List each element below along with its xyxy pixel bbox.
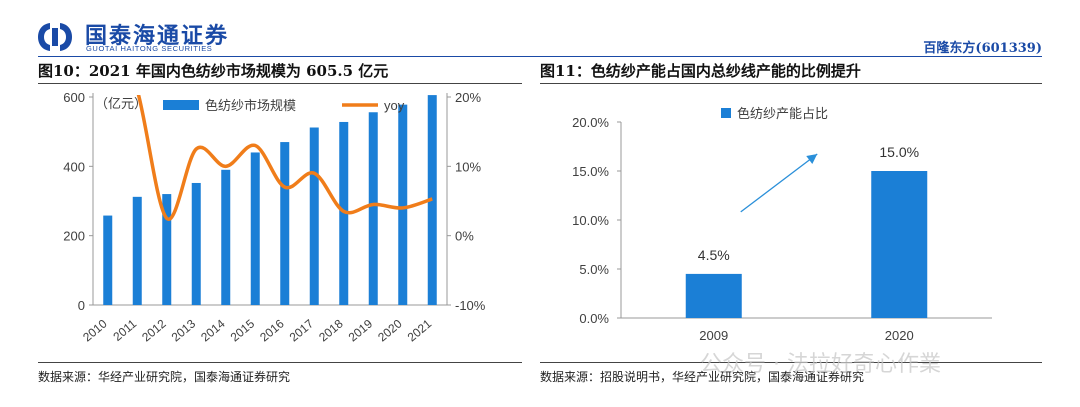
watermark: 公众号 · 法拉好奇心作業 [700,352,941,377]
legend-bar-label: 色纺纱市场规模 [205,98,296,113]
legend-bar-swatch [163,100,199,110]
bar-2009 [685,273,742,318]
x-tick-label: 2012 [139,316,169,344]
fig11-source: 数据来源：招股说明书，华经产业研究院，国泰海通证券研究 [540,370,865,384]
x-tick-label: 2020 [375,316,405,344]
y-tick-label: 15.0% [572,164,609,179]
fig10-source-rule [38,362,522,363]
left-tick-label: 200 [63,229,85,244]
right-tick-label: -10% [455,298,486,313]
report-header: 国泰海通证券 GUOTAI HAITONG SECURITIES 百隆东方(60… [0,0,1080,60]
fig11-title: 图11：色纺纱产能占国内总纱线产能的比例提升 [540,62,861,80]
data-label: 4.5% [698,247,730,263]
brand-name-cn: 国泰海通证券 [85,24,230,49]
x-tick-label: 2017 [287,316,317,344]
y-tick-label: 10.0% [572,213,609,228]
bar-2020 [398,104,408,305]
trend-arrow-head [806,154,818,165]
fig10-title-rule [38,83,522,84]
bar-2016 [280,142,290,305]
brand-name-en: GUOTAI HAITONG SECURITIES [86,44,213,53]
x-tick-label: 2009 [699,328,728,343]
trend-arrow-line [740,153,818,213]
fig10-source: 数据来源：华经产业研究院，国泰海通证券研究 [38,370,291,384]
bar-2012 [162,194,172,305]
x-tick-label: 2014 [198,316,228,344]
y-tick-label: 20.0% [572,115,609,130]
bar-2019 [368,112,378,306]
left-tick-label: 0 [78,298,85,313]
yoy-line [136,95,433,221]
right-tick-label: 20% [455,90,481,105]
x-tick-label: 2011 [110,316,139,344]
capacity-share-chart: 0.0% 5.0% 10.0% 15.0% 20.0% 4.5% 2009 15.0% 2020… [572,106,992,343]
bar-2014 [221,169,231,305]
x-tick-label: 2016 [257,316,287,344]
x-tick-label: 2013 [169,316,199,344]
fig11-title-rule [540,83,1042,84]
bar-2015 [250,152,260,305]
bar-2020 [871,171,928,318]
fig11-source-rule [540,362,1042,363]
right-tick-label: 10% [455,159,481,174]
bar-2013 [191,182,201,305]
bar-2010 [103,215,113,305]
company-ticker: 百隆东方(601339) [923,41,1042,56]
x-tick-label: 2018 [316,316,346,344]
x-tick-label: 2010 [80,316,110,344]
bar-2011 [132,196,142,305]
x-tick-label: 2021 [405,316,435,344]
left-tick-label: 600 [63,90,85,105]
guotai-haitong-logo [38,23,72,51]
legend-swatch [721,108,731,118]
data-label: 15.0% [879,144,919,160]
fig10-title: 图10：2021 年国内色纺纱市场规模为 605.5 亿元 [38,62,389,80]
x-tick-label: 2020 [885,328,914,343]
bar-2017 [309,127,319,305]
bar-2018 [339,121,349,306]
left-axis-unit: （亿元） [95,96,147,111]
header-rule [38,56,1042,57]
right-tick-label: 0% [455,229,474,244]
x-tick-label: 2015 [228,316,258,344]
x-tick-label: 2019 [346,316,376,344]
legend-label: 色纺纱产能占比 [737,106,828,121]
y-tick-label: 5.0% [579,262,609,277]
legend-line-label: yoy [384,98,405,113]
left-tick-label: 400 [63,159,85,174]
y-tick-label: 0.0% [579,311,609,326]
